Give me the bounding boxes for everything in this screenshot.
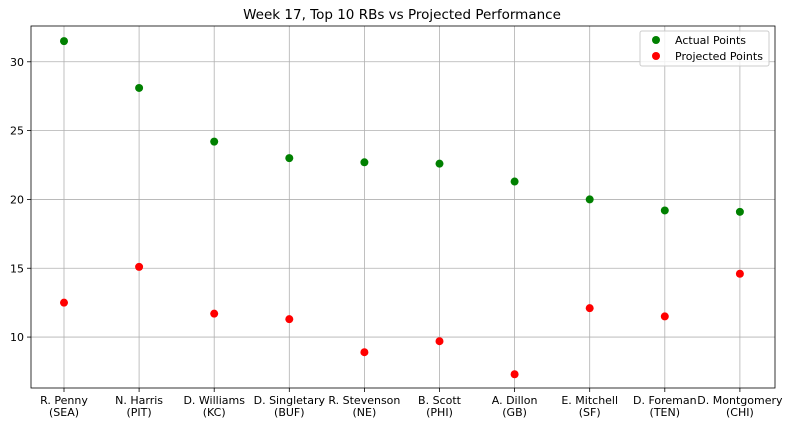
grid [31,26,775,388]
x-tick-label-line: (TEN) [650,406,680,419]
legend-marker [652,36,660,44]
projected-point [360,348,369,357]
actual-point [510,177,519,186]
x-tick-label-line: A. Dillon [492,394,538,407]
x-tick-label-line: (PHI) [426,406,453,419]
projected-point [60,298,68,307]
y-tick-label: 25 [10,125,24,138]
axes: R. Penny (SEA) N. Harris (PIT) D. Williams (K… [10,25,783,419]
data-points [60,37,744,379]
projected-point [435,337,444,346]
projected-point [585,304,594,313]
projected-point [660,312,669,321]
x-tick-label-line: D. Singletary [254,394,326,407]
actual-point [660,206,669,215]
chart-title: Week 17, Top 10 RBs vs Projected Perform… [243,7,561,23]
x-tick-label-line: E. Mitchell [561,394,618,407]
projected-point [135,262,144,271]
y-tick-label: 20 [10,193,24,206]
x-tick-label: E. Mitchell (SF) [561,394,618,419]
actual-point [60,37,68,46]
legend-marker [652,52,660,60]
x-tick-label: R. Stevenson (NE) [328,394,400,419]
y-tick-label: 10 [10,331,24,344]
x-tick-label-line: R. Penny [40,394,88,407]
x-tick-label: A. Dillon (GB) [492,394,538,419]
plot-frame [30,25,776,389]
x-tick-label-line: (SF) [579,406,601,419]
x-tick-label-line: (PIT) [127,406,152,419]
y-tick-label: 30 [10,56,24,69]
x-tick-label-line: (BUF) [274,406,305,419]
x-tick-label: B. Scott (PHI) [418,394,462,419]
legend-label: Projected Points [675,50,763,63]
x-tick-label-line: (CHI) [726,406,754,419]
x-tick-label-line: (SEA) [49,406,79,419]
projected-point [510,370,519,379]
legend-box [639,30,770,67]
x-tick-label: D. Singletary (BUF) [254,394,326,419]
actual-point [735,207,744,216]
x-tick-label-line: (KC) [203,406,226,419]
x-tick-label-line: (GB) [502,406,527,419]
legend: Actual Points Projected Points [639,30,770,67]
actual-point [135,83,144,92]
x-tick-label-line: D. Williams [183,394,245,407]
x-tick-label: R. Penny (SEA) [40,394,88,419]
actual-point [285,154,294,163]
x-tick-label: D. Williams (KC) [183,394,245,419]
y-tick-label: 15 [10,262,24,275]
legend-label: Actual Points [675,34,746,47]
x-tick-label: N. Harris (PIT) [115,394,163,419]
projected-point [285,315,294,324]
projected-point [210,309,219,318]
x-tick-label-line: D. Foreman [633,394,697,407]
x-tick-label-line: N. Harris [115,394,163,407]
projected-point [735,269,744,278]
x-tick-label: D. Montgomery (CHI) [697,394,783,419]
x-tick-label: D. Foreman (TEN) [633,394,697,419]
actual-point [210,137,219,146]
x-tick-label-line: D. Montgomery [697,394,783,407]
actual-point [435,159,444,168]
x-tick-label-line: (NE) [353,406,377,419]
x-tick-label-line: B. Scott [418,394,462,407]
x-tick-label-line: R. Stevenson [328,394,400,407]
actual-point [360,158,369,167]
actual-point [585,195,594,204]
